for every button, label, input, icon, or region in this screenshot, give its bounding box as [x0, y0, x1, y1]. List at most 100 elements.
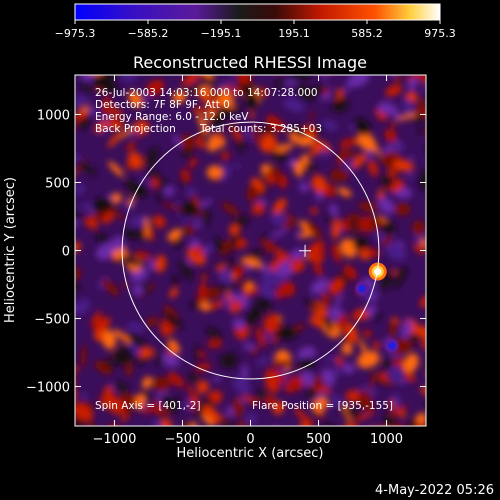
emission-blob [410, 333, 420, 344]
emission-blob [202, 413, 214, 426]
emission-blob [272, 400, 285, 415]
emission-blob [178, 201, 199, 218]
emission-blob [167, 228, 183, 242]
emission-blob [341, 343, 353, 355]
emission-blob [160, 394, 178, 413]
emission-blob [163, 186, 175, 196]
emission-blob [417, 325, 426, 338]
emission-blob [257, 389, 266, 399]
emission-blob [102, 96, 112, 116]
emission-blob [181, 144, 190, 150]
emission-blob [304, 298, 321, 311]
emission-blob [209, 88, 223, 98]
emission-blob [80, 77, 92, 99]
emission-blob [200, 385, 208, 392]
emission-blob [297, 346, 316, 361]
emission-blob [192, 107, 207, 114]
emission-blob [394, 75, 402, 85]
emission-blob [76, 200, 93, 211]
emission-blob [251, 124, 261, 145]
emission-blob [194, 219, 201, 229]
spin-axis-marker [299, 244, 312, 257]
emission-blob [237, 139, 246, 152]
emission-blob [325, 394, 332, 404]
emission-blob [367, 151, 373, 159]
emission-blob [206, 327, 222, 340]
emission-blob [228, 231, 240, 251]
emission-blob [415, 75, 426, 82]
emission-blob [358, 389, 374, 412]
emission-blob [232, 128, 243, 142]
annotation-energy: Energy Range: 6.0 - 12.0 keV [95, 111, 249, 123]
emission-blob [108, 397, 124, 415]
emission-blob [400, 319, 412, 339]
emission-blob [403, 353, 419, 373]
emission-blob [245, 412, 258, 426]
x-tick-label: −1000 [92, 432, 136, 447]
emission-blob [408, 154, 416, 161]
emission-blob [75, 219, 79, 227]
emission-blob [190, 395, 199, 412]
emission-blob [427, 199, 440, 211]
emission-blob [243, 287, 260, 297]
emission-blob [373, 310, 381, 321]
emission-blob [297, 135, 314, 147]
emission-blob [152, 376, 171, 393]
emission-blob [306, 221, 323, 240]
emission-blob [130, 130, 137, 138]
y-tick-label: 500 [45, 176, 70, 191]
emission-blob [75, 95, 91, 106]
emission-blob [134, 120, 149, 135]
emission-blob [255, 327, 267, 348]
emission-blob [351, 427, 363, 445]
emission-blob [121, 256, 142, 267]
image-area [58, 63, 440, 445]
emission-blob [134, 228, 147, 241]
emission-blob [169, 287, 179, 298]
emission-blob [228, 224, 240, 236]
emission-blob [389, 405, 409, 416]
emission-blob [126, 322, 146, 333]
emission-blob [94, 360, 112, 375]
emission-blob [385, 84, 402, 97]
emission-blob [58, 282, 73, 298]
footer-timestamp: 4-May-2022 05:26 [375, 483, 494, 498]
emission-blob [125, 179, 137, 192]
colorbar [74, 3, 441, 21]
emission-blob [87, 419, 98, 426]
emission-blob [394, 202, 411, 216]
emission-blob [147, 258, 155, 271]
emission-blob [270, 228, 288, 238]
emission-blob [311, 174, 327, 193]
emission-blob [380, 175, 394, 188]
bright-sources [355, 262, 399, 353]
emission-blob [368, 135, 381, 157]
emission-blob [142, 376, 153, 389]
emission-blob [219, 106, 231, 118]
emission-blob [283, 383, 295, 394]
y-tick-label: 0 [62, 245, 70, 260]
annotation-counts: Total counts: 3.285+03 [199, 123, 322, 135]
emission-blob [158, 178, 167, 189]
emission-blob [352, 309, 365, 322]
emission-blob [225, 82, 232, 92]
emission-blob [331, 98, 349, 113]
emission-blob [210, 112, 225, 127]
emission-blob [78, 161, 97, 176]
emission-blob [188, 373, 199, 383]
emission-blob [274, 143, 294, 152]
emission-blob [354, 118, 371, 136]
emission-blob [192, 245, 204, 258]
emission-blob [108, 161, 124, 177]
colorbar-tick-label: −195.1 [201, 27, 242, 40]
emission-blob [294, 231, 300, 238]
emission-blob [321, 291, 330, 306]
emission-blob [142, 94, 152, 102]
emission-blob [77, 63, 98, 76]
emission-blob [199, 90, 214, 110]
emission-blob [128, 215, 147, 228]
emission-blob [324, 314, 333, 333]
x-tick-label: −500 [165, 432, 201, 447]
emission-blob [232, 399, 243, 418]
